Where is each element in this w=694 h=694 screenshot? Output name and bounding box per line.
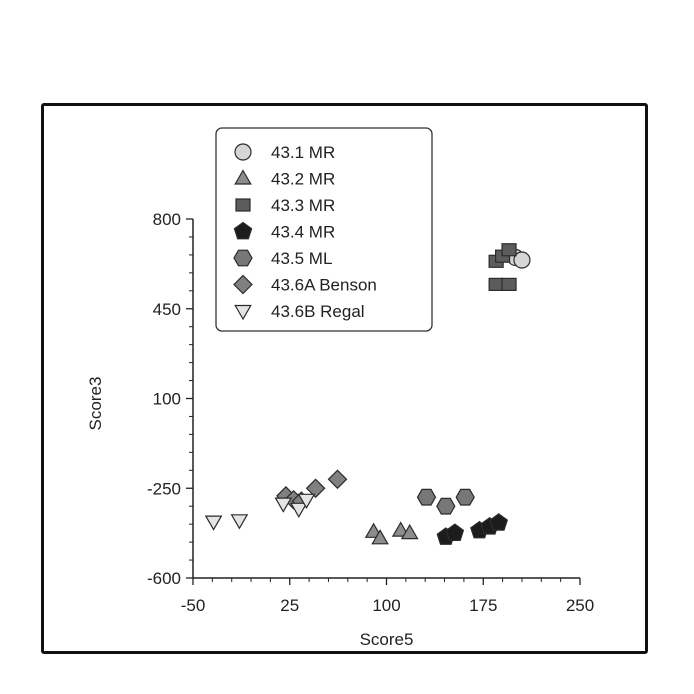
legend-item: 43.5 ML [233,249,332,268]
x-tick-label: 250 [566,596,594,615]
y-tick-label: 100 [153,390,181,409]
data-point [455,488,475,506]
legend-label: 43.1 MR [271,143,335,162]
legend-item: 43.1 MR [234,143,335,162]
x-tick-label: -50 [181,596,206,615]
x-tick-label: 175 [469,596,497,615]
legend-label: 43.3 MR [271,196,335,215]
data-point [488,277,504,291]
legend-item: 43.6A Benson [233,274,377,295]
legend-label: 43.6A Benson [271,276,377,295]
legend-marker [233,221,253,240]
y-tick-label: 800 [153,210,181,229]
legend: 43.1 MR 43.2 MR 43.3 MR 43.4 MR 43.5 ML 43.6A… [215,127,433,332]
series-3 [488,243,517,291]
series-5 [416,488,475,515]
data-point [371,529,389,545]
legend-marker [234,143,252,161]
axes: -50 25 100 175 250 -600 -250 100 450 800 [147,210,594,615]
series-2 [364,521,419,545]
data-point [391,521,410,537]
x-axis-ticks: -50 25 100 175 250 [181,578,594,615]
data-point [274,497,293,513]
data-point [513,251,531,269]
data-point [489,513,509,531]
x-axis-title: Score5 [360,630,414,649]
series-7 [204,493,316,531]
data-point [230,514,249,530]
legend-marker [234,304,252,321]
data-point [204,515,223,531]
data-point [501,243,517,257]
data-point [289,502,308,518]
legend-marker [233,249,253,267]
y-tick-label: -600 [147,569,181,588]
legend-item: 43.4 MR [233,221,335,242]
data-point [501,277,517,291]
x-tick-label: 25 [280,596,299,615]
data-point [416,488,437,506]
legend-label: 43.2 MR [271,170,335,189]
legend-marker [233,274,253,295]
y-axis-ticks: -600 -250 100 450 800 [147,210,193,588]
legend-box [215,127,433,332]
legend-label: 43.4 MR [271,223,335,242]
series-4 [436,513,509,545]
legend-item: 43.6B Regal [234,302,365,321]
chart-frame [41,103,648,654]
legend-label: 43.5 ML [271,249,332,268]
data-point [327,469,348,490]
series-1 [506,248,531,269]
legend-marker [234,169,252,185]
data-point [305,478,326,499]
y-tick-label: 450 [153,300,181,319]
legend-item: 43.3 MR [235,196,335,215]
legend-label: 43.6B Regal [271,302,365,321]
data-points [204,243,531,545]
data-point [436,497,456,515]
legend-item: 43.2 MR [234,169,335,189]
data-point [297,493,316,509]
y-tick-label: -250 [147,479,181,498]
legend-marker [235,198,251,212]
x-tick-label: 100 [372,596,400,615]
data-point [445,523,465,542]
data-point [400,523,419,540]
y-axis-title: Score3 [86,377,105,431]
